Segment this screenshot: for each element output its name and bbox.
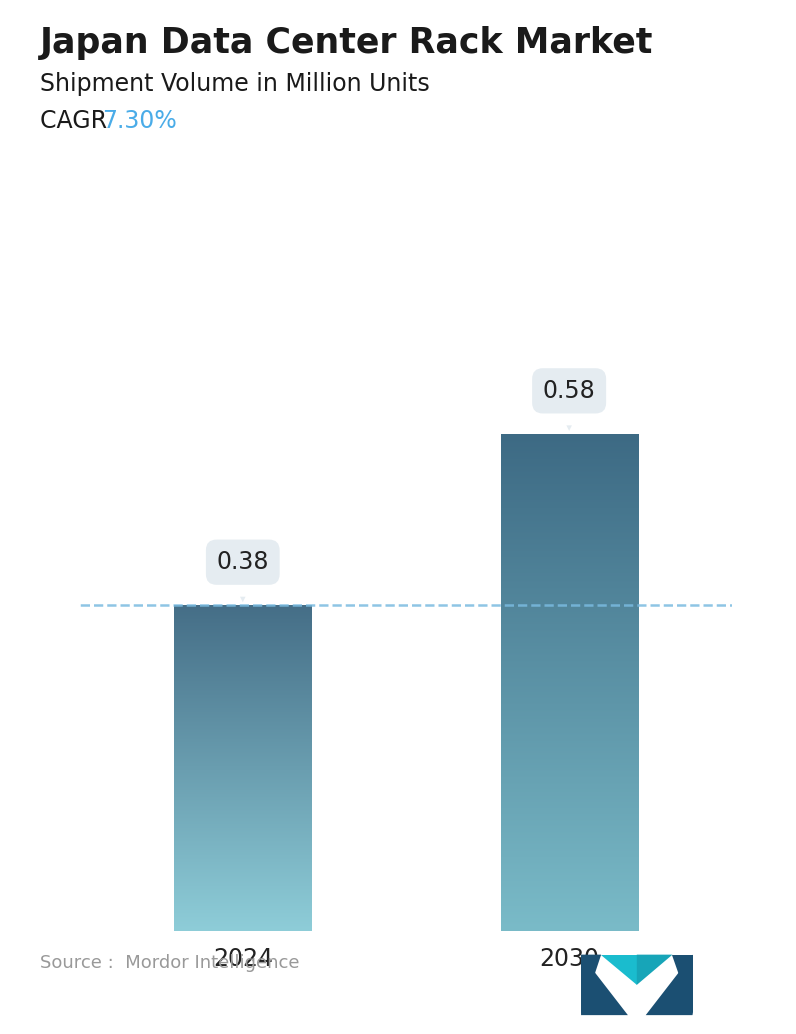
Text: 0.58: 0.58 (543, 378, 595, 431)
Polygon shape (646, 954, 693, 1015)
Polygon shape (637, 954, 673, 984)
Polygon shape (581, 954, 601, 1015)
Text: 0.38: 0.38 (217, 550, 269, 602)
Text: Japan Data Center Rack Market: Japan Data Center Rack Market (40, 26, 654, 60)
Polygon shape (601, 954, 637, 984)
Text: 7.30%: 7.30% (102, 109, 177, 132)
Polygon shape (601, 954, 673, 989)
Polygon shape (581, 954, 628, 1015)
Text: CAGR: CAGR (40, 109, 122, 132)
Polygon shape (673, 954, 693, 1015)
Text: Source :  Mordor Intelligence: Source : Mordor Intelligence (40, 954, 299, 972)
Text: Shipment Volume in Million Units: Shipment Volume in Million Units (40, 72, 430, 96)
